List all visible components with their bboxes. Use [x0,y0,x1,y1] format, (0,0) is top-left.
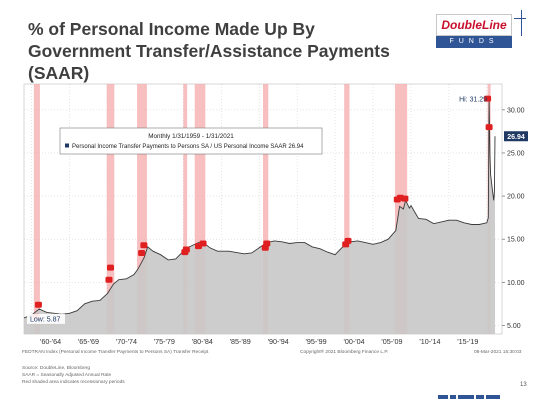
series-area [24,98,496,334]
legend-swatch [65,143,69,148]
legend-box [59,127,323,155]
recession-marker-3 [106,264,114,271]
recession-marker-5 [140,242,148,249]
recession-marker-4 [138,249,146,256]
ytick-label-2: 15.00 [507,237,525,244]
xtick-label-6: '90-'94 [268,337,289,346]
annotation-low: Low: 5.87 [30,316,60,323]
recession-marker-16 [401,195,409,202]
recession-marker-2 [105,276,113,283]
recession-band-6 [344,84,350,334]
note-saar: SAAR = Seasonally Adjusted Annual Rate [22,373,112,378]
page-number: 13 [520,382,527,388]
annotation-low-bg [27,313,65,324]
chart-source-line: FEDTRAN Index (Personal Income Transfer … [22,350,208,355]
timestamp: 08-Mar-2021 15:30:03 [474,350,522,355]
ytick-label-4: 25.00 [507,150,525,157]
xtick-label-1: '65-'69 [78,337,99,346]
footer-brand-bars [438,388,508,399]
recession-band-5 [263,84,269,334]
doubleline-logo: DoubleLine FUNDS [436,10,526,52]
recession-marker-7 [182,246,190,253]
xtick-label-7: '95-'99 [306,337,327,346]
xtick-label-8: '00-'04 [343,337,364,346]
recession-band-0 [33,84,40,334]
ytick-label-5: 30.00 [507,107,525,114]
xtick-label-4: '80-'84 [192,337,213,346]
ytick-label-1: 10.00 [507,280,525,287]
copyright: Copyright® 2021 Bloomberg Finance L.P. [300,350,389,355]
logo-wordmark: DoubleLine [436,14,512,36]
source-left: FEDTRAN Index (Personal Income Transfer … [22,350,209,355]
recession-band-2 [137,84,147,334]
last-value-label: 26.94 [507,134,525,141]
recession-marker-9 [199,240,207,247]
ytick-label-3: 20.00 [507,194,525,201]
logo-crosshair-h [514,18,526,19]
last-value-badge [504,131,528,142]
logo-crosshair-v [521,10,522,36]
xtick-label-9: '05-'09 [381,337,402,346]
recession-marker-18 [485,124,493,131]
recession-marker-1 [34,301,42,308]
xtick-label-2: '70-'74 [116,337,137,346]
xtick-label-11: '15-'19 [457,337,478,346]
series-line [23,98,496,319]
recession-band-1 [106,84,115,334]
ytick-label-0: 5.00 [507,323,521,330]
xtick-label-3: '75-'79 [154,337,175,346]
annotation-high: Hi: 31.29 [459,97,487,104]
xtick-label-5: '85-'89 [230,337,251,346]
recession-band-3 [183,84,188,334]
xtick-label-10: '10-'14 [419,337,440,346]
legend-entry: Personal Income Transfer Payments to Per… [72,144,304,150]
note-source: Source: DoubleLine, Bloomberg [22,366,90,371]
recession-marker-13 [344,237,352,244]
logo-funds: FUNDS [436,36,512,48]
note-recession: Red shaded area indicates recessionary p… [22,380,125,385]
page-title: % of Personal Income Made Up By Governme… [28,19,390,83]
xtick-label-0: '60-'64 [40,337,61,346]
recession-marker-11 [263,240,271,247]
recession-marker-17 [484,95,492,102]
legend-title: Monthly 1/31/1959 - 1/31/2021 [148,133,234,140]
recession-band-4 [194,84,206,334]
